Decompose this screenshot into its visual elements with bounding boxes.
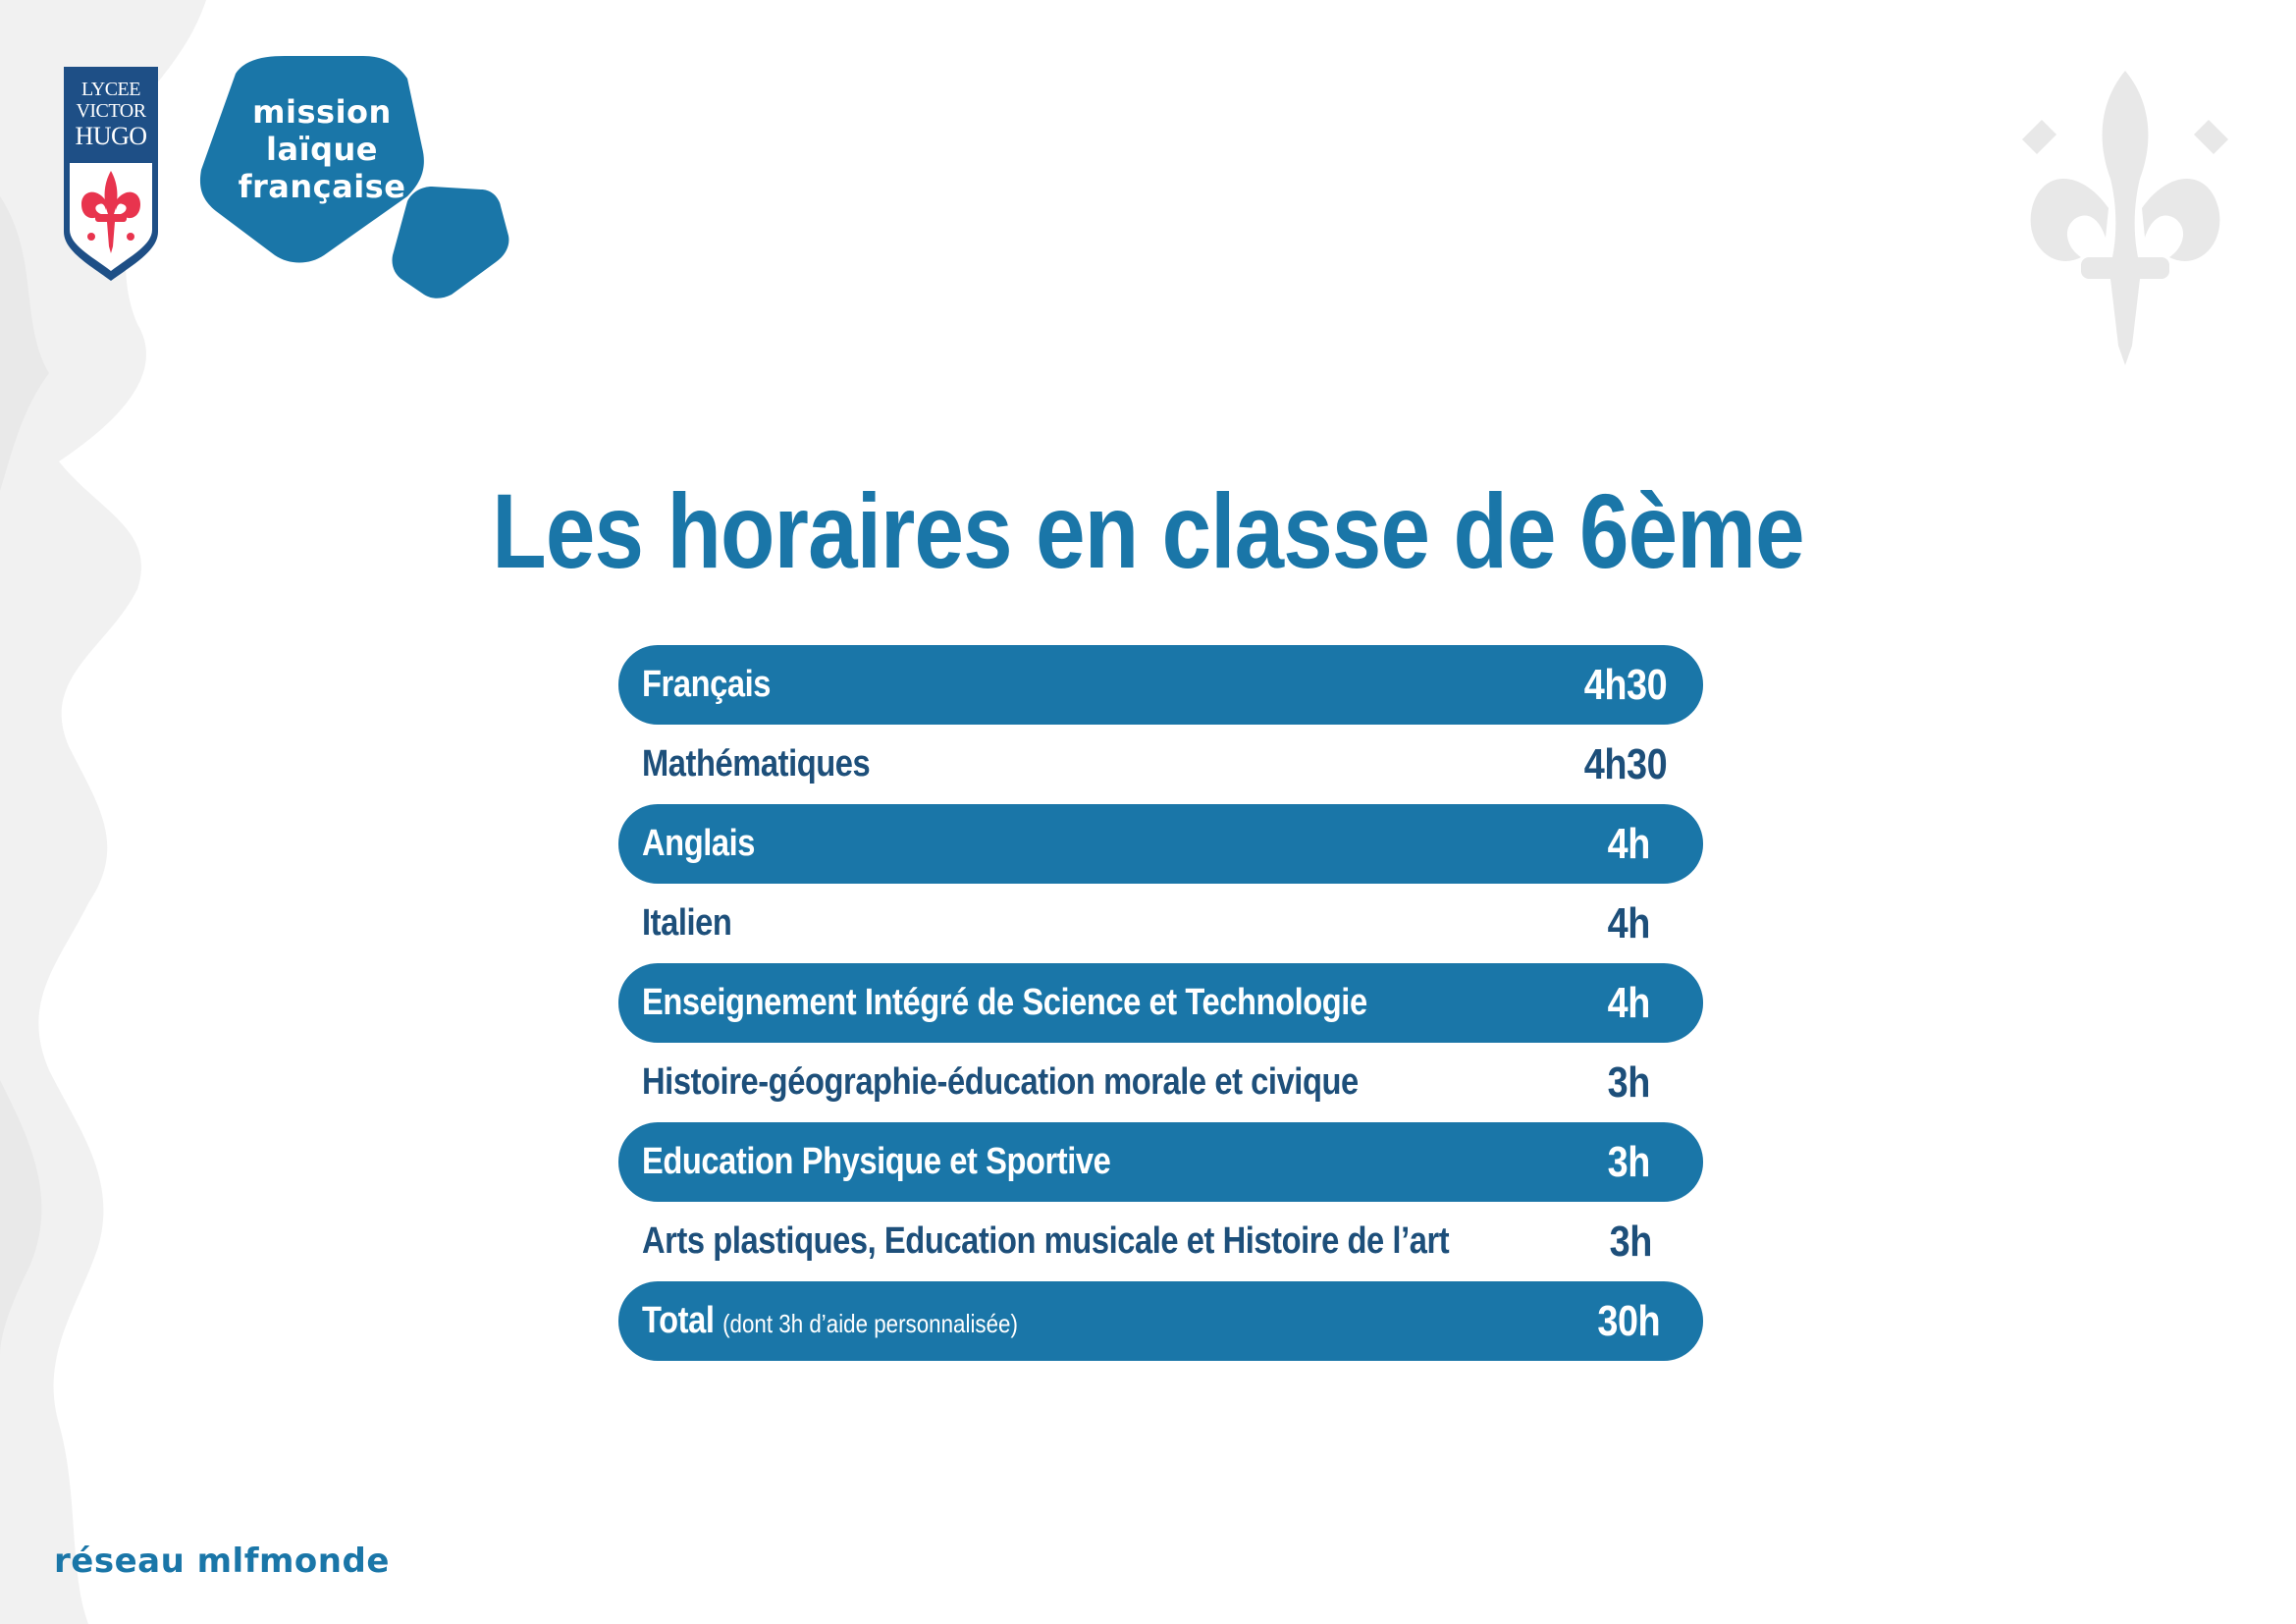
crest-line-3: HUGO <box>75 122 147 150</box>
hours-value: 4h30 <box>1583 739 1667 788</box>
mlf-line-2: laïque <box>266 131 378 168</box>
schedule-row: Enseignement Intégré de Science et Techn… <box>618 963 1703 1043</box>
crest-shield-icon <box>64 67 158 281</box>
total-hours-value: 30h <box>1597 1296 1661 1345</box>
subject-label: Arts plastiques, Education musicale et H… <box>642 1220 1450 1262</box>
hexagon-logo-icon <box>199 56 509 298</box>
hours-value: 4h <box>1607 819 1651 868</box>
subject-label: Anglais <box>642 823 756 864</box>
crest-line-1: LYCEE <box>81 79 140 100</box>
total-note: (dont 3h d’aide personnalisée) <box>722 1309 1018 1338</box>
network-label: réseau mlfmonde <box>54 1542 390 1581</box>
subject-label: Enseignement Intégré de Science et Techn… <box>642 982 1367 1023</box>
schedule-total-row: Total (dont 3h d’aide personnalisée) 30h <box>618 1281 1703 1361</box>
total-text: Total <box>642 1300 715 1341</box>
lycee-victor-hugo-crest: LYCEE VICTOR HUGO <box>62 65 160 283</box>
page-title: Les horaires en classe de 6ème <box>492 471 1804 590</box>
total-label: Total (dont 3h d’aide personnalisée) <box>642 1300 1018 1342</box>
subject-label: Français <box>642 664 771 705</box>
subject-label: Histoire-géographie-éducation morale et … <box>642 1061 1359 1103</box>
hours-value: 4h <box>1607 978 1651 1027</box>
subject-label: Italien <box>642 902 732 944</box>
hours-value: 4h30 <box>1583 660 1667 709</box>
mlf-line-3: française <box>238 168 406 205</box>
crest-line-2: VICTOR <box>76 100 146 122</box>
schedule-row: Arts plastiques, Education musicale et H… <box>618 1202 1703 1281</box>
schedule-table: Français 4h30 Mathématiques 4h30 Anglais… <box>618 645 1703 1361</box>
hours-value: 3h <box>1609 1217 1653 1266</box>
schedule-row: Education Physique et Sportive 3h <box>618 1122 1703 1202</box>
schedule-row: Anglais 4h <box>618 804 1703 884</box>
mlf-line-1: mission <box>252 93 392 131</box>
subject-label: Mathématiques <box>642 743 871 785</box>
schedule-row: Français 4h30 <box>618 645 1703 725</box>
schedule-row: Mathématiques 4h30 <box>618 725 1703 804</box>
schedule-row: Italien 4h <box>618 884 1703 963</box>
fleur-de-lis-watermark-icon <box>2022 71 2228 365</box>
schedule-row: Histoire-géographie-éducation morale et … <box>618 1043 1703 1122</box>
hours-value: 3h <box>1607 1057 1651 1107</box>
hours-value: 3h <box>1607 1137 1651 1186</box>
background-brush-decoration <box>0 0 206 1624</box>
hours-value: 4h <box>1607 898 1651 947</box>
subject-label: Education Physique et Sportive <box>642 1141 1111 1182</box>
mission-laique-francaise-logo: mission laïque française <box>196 54 520 304</box>
